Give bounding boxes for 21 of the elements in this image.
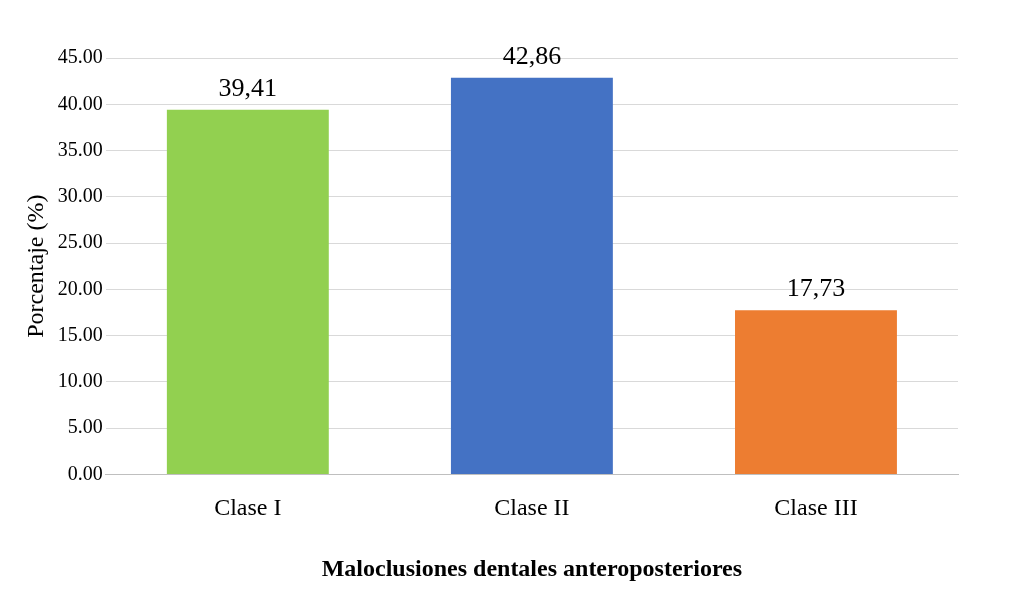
x-tick-label: Clase III — [774, 494, 858, 521]
y-axis-title: Porcentaje (%) — [21, 194, 48, 338]
bar — [166, 109, 329, 474]
x-tick-label: Clase II — [494, 494, 570, 521]
y-tick-label: 0.00 — [67, 461, 103, 484]
y-tick-label: 5.00 — [67, 415, 103, 438]
data-label: 42,86 — [502, 40, 562, 70]
y-tick-label: 15.00 — [57, 322, 103, 345]
bar — [735, 310, 897, 474]
x-tick-label: Clase I — [214, 494, 282, 521]
y-tick-label: 25.00 — [57, 230, 103, 253]
y-tick-label: 20.00 — [57, 276, 103, 299]
data-label: 39,41 — [218, 72, 278, 102]
bar — [450, 77, 613, 474]
x-axis-title: Maloclusiones dentales anteroposteriores — [321, 554, 743, 581]
y-tick-label: 35.00 — [57, 137, 103, 160]
y-tick-label: 40.00 — [57, 91, 103, 114]
y-tick-label: 30.00 — [57, 184, 103, 207]
data-label: 17,73 — [786, 273, 846, 303]
y-tick-label: 10.00 — [57, 369, 103, 392]
y-tick-label: 45.00 — [57, 45, 103, 68]
